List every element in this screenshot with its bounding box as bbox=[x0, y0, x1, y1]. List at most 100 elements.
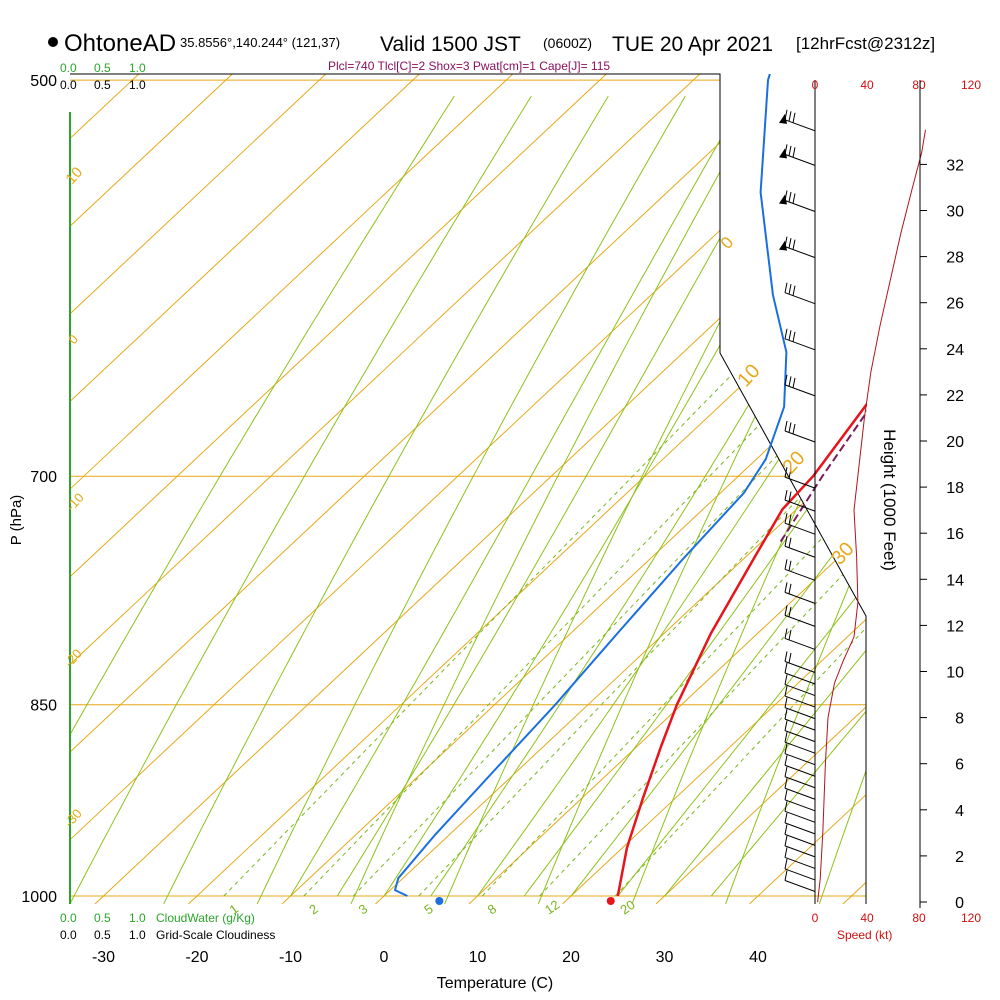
wind-barb bbox=[784, 559, 816, 581]
mixing-ratio-label: 2 bbox=[306, 901, 321, 917]
height-tick-label: 32 bbox=[946, 157, 964, 174]
wind-barb bbox=[784, 467, 816, 489]
cloudwater-tick-1: 0.5 bbox=[94, 911, 111, 925]
speed-tick-label: 40 bbox=[860, 911, 874, 925]
diagram-boundary bbox=[70, 73, 867, 904]
x-tick-label: -10 bbox=[279, 949, 302, 966]
pressure-tick-label: 1000 bbox=[21, 889, 57, 906]
dry-adiabat bbox=[350, 95, 763, 904]
moist-adiabat bbox=[523, 74, 866, 897]
cloudiness-tick-2-top: 1.0 bbox=[129, 78, 146, 92]
speed-axis-title: Speed (kt) bbox=[837, 928, 892, 942]
speed-tick-label: 0 bbox=[812, 911, 819, 925]
isotherm-label: 20 bbox=[778, 447, 809, 478]
wind-barb bbox=[784, 685, 816, 708]
height-tick-label: 4 bbox=[955, 803, 964, 820]
wind-barb bbox=[784, 743, 816, 766]
cloudwater-tick-2: 1.0 bbox=[129, 911, 146, 925]
moist-adiabat bbox=[290, 74, 866, 897]
height-tick-label: 16 bbox=[946, 526, 964, 543]
axes: -30-20-100102030402503004005007008501000… bbox=[21, 73, 964, 966]
isotherm-line bbox=[188, 74, 866, 904]
isotherm-line bbox=[70, 74, 327, 904]
temperature-line bbox=[616, 401, 867, 897]
wind-barb bbox=[784, 801, 816, 823]
isotherm-line bbox=[70, 74, 233, 904]
mixing-ratio-line bbox=[418, 274, 866, 897]
x-tick-label: -30 bbox=[92, 949, 115, 966]
dry-adiabat bbox=[631, 95, 866, 904]
dry-adiabat bbox=[444, 95, 840, 904]
pressure-tick-label: 700 bbox=[30, 469, 57, 486]
isotherm-line bbox=[70, 74, 607, 904]
isotherm-label: 10 bbox=[62, 164, 86, 188]
moist-adiabat bbox=[617, 74, 866, 897]
cloudiness-tick-0: 0.0 bbox=[60, 928, 77, 942]
x-tick-label: -20 bbox=[185, 949, 208, 966]
isotherm-line bbox=[70, 74, 794, 904]
mixing-ratio-label: 20 bbox=[617, 897, 637, 918]
x-tick-label: 10 bbox=[469, 949, 487, 966]
speed-tick-label-top: 120 bbox=[961, 78, 981, 92]
dry-adiabat bbox=[163, 95, 609, 904]
height-tick-label: 22 bbox=[946, 388, 964, 405]
height-tick-label: 0 bbox=[955, 895, 964, 912]
wind-barb bbox=[784, 651, 816, 673]
height-tick-label: 12 bbox=[946, 618, 964, 635]
wind-barb bbox=[784, 536, 816, 558]
valid-utc: (0600Z) bbox=[543, 35, 592, 51]
y-axis-title: P (hPa) bbox=[8, 495, 25, 546]
isotherm-line bbox=[94, 74, 866, 904]
mixing-ratio-label: 5 bbox=[421, 901, 436, 917]
x-tick-label: 40 bbox=[749, 949, 767, 966]
isotherm-line bbox=[468, 74, 866, 904]
wind-barb bbox=[784, 628, 816, 650]
wind-barb bbox=[784, 766, 816, 789]
height-tick-label: 8 bbox=[955, 711, 964, 728]
speed-tick-label-top: 80 bbox=[912, 78, 926, 92]
wind-barb bbox=[784, 697, 816, 720]
mixing-ratio-line bbox=[352, 274, 866, 897]
wind-barb bbox=[784, 662, 816, 685]
height-tick-label: 14 bbox=[946, 572, 964, 589]
wind-speed-line bbox=[817, 129, 926, 903]
wind-barb bbox=[784, 847, 816, 869]
wind-barb bbox=[784, 374, 816, 397]
cloudiness-label: Grid-Scale Cloudiness bbox=[156, 928, 275, 942]
mixing-ratio-line bbox=[539, 274, 866, 897]
isotherm-label: 0 bbox=[65, 332, 81, 347]
cloudwater-tick-0: 0.0 bbox=[60, 911, 77, 925]
height-tick-label: 2 bbox=[955, 849, 964, 866]
speed-tick-label-top: 0 bbox=[812, 78, 819, 92]
moist-adiabat bbox=[383, 74, 866, 897]
isotherm-line bbox=[70, 74, 514, 904]
stability-indices: Plcl=740 Tlcl[C]=2 Shox=3 Pwat[cm]=1 Cap… bbox=[328, 59, 610, 73]
sounding-profiles bbox=[394, 74, 867, 897]
moist-adiabat bbox=[430, 74, 866, 897]
wind-barb bbox=[784, 870, 816, 892]
wind-barb bbox=[779, 109, 816, 132]
isotherm-line bbox=[70, 74, 701, 904]
mixing-ratio-line bbox=[223, 274, 830, 897]
height-tick-label: 6 bbox=[955, 757, 964, 774]
wind-barb bbox=[779, 236, 816, 259]
wind-barb bbox=[784, 420, 816, 443]
x-tick-label: 0 bbox=[380, 949, 389, 966]
mixing-ratio-line bbox=[303, 274, 866, 897]
height-tick-label: 18 bbox=[946, 480, 964, 497]
dry-adiabat bbox=[818, 95, 866, 904]
isotherm-label: -30 bbox=[61, 806, 85, 830]
wind-barb bbox=[784, 835, 816, 858]
forecast-info: [12hrFcst@2312z] bbox=[796, 34, 935, 53]
wind-barb bbox=[784, 605, 816, 627]
station-coords: 35.8556°,140.244° (121,37) bbox=[180, 35, 340, 50]
isotherm-label: 30 bbox=[827, 538, 858, 569]
pressure-tick-label: 850 bbox=[30, 698, 57, 715]
isotherm-label: -20 bbox=[61, 646, 85, 670]
surface-dewpoint-point bbox=[435, 897, 444, 905]
wind-barb bbox=[784, 812, 816, 835]
isotherm-line bbox=[562, 74, 866, 904]
chart-header: OhtoneAD 35.8556°,140.244° (121,37) Vali… bbox=[48, 30, 935, 73]
isotherm-line bbox=[842, 74, 866, 904]
